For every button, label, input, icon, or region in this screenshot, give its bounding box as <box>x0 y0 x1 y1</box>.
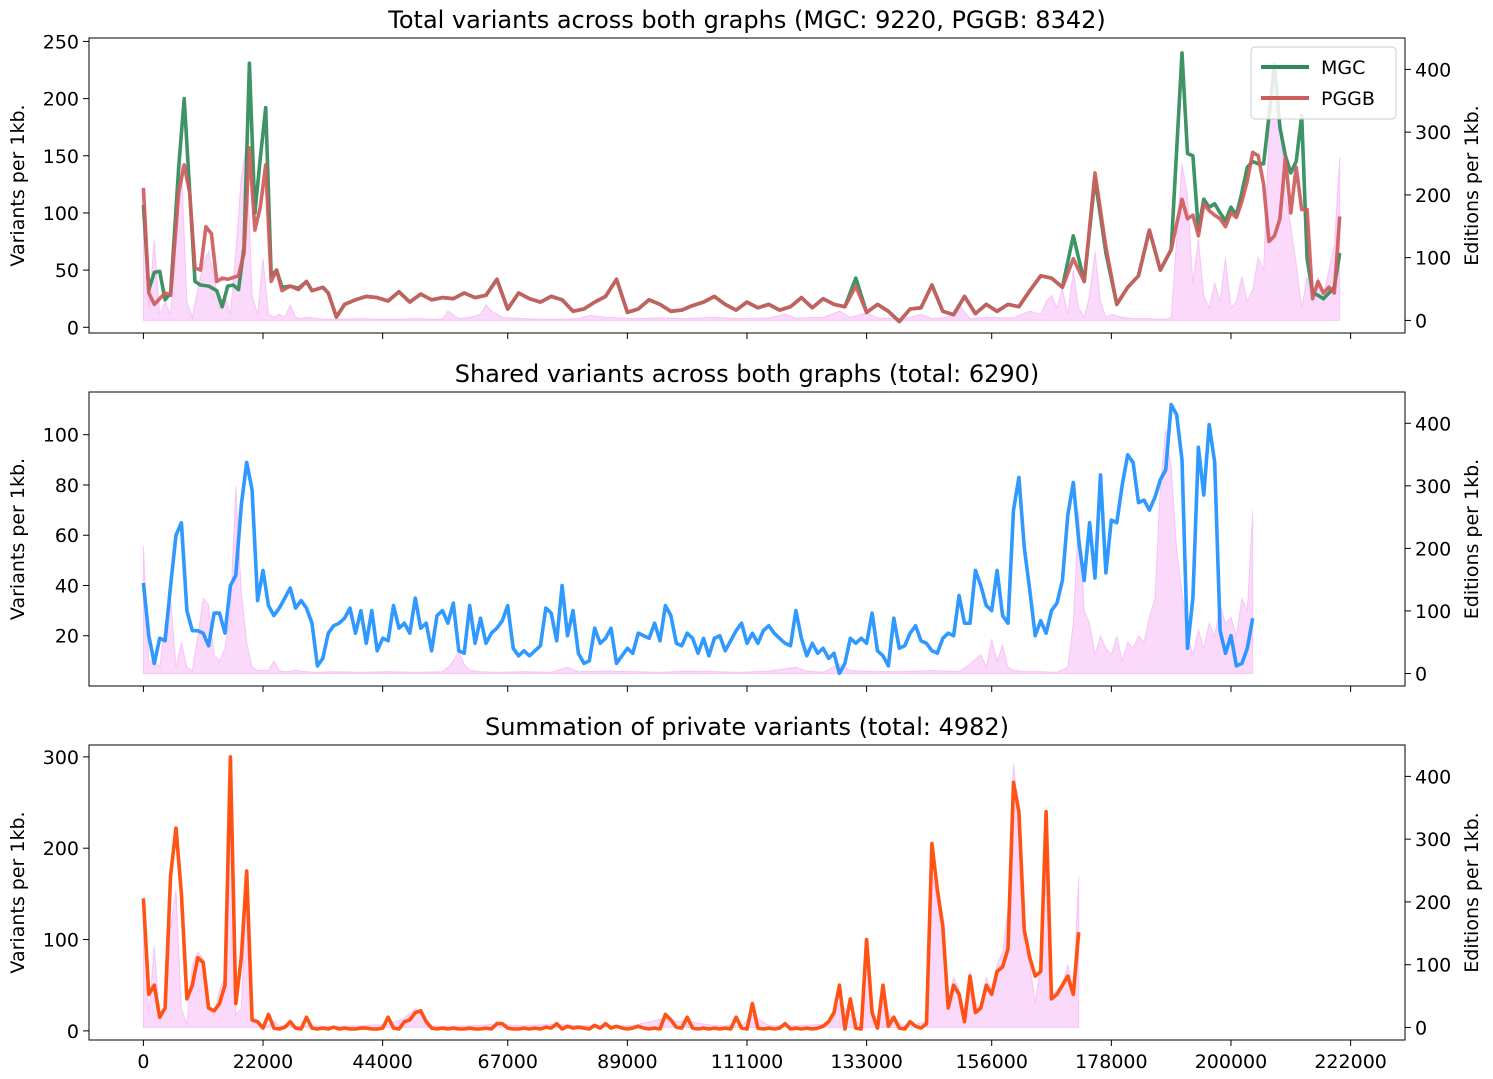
x-tick-label: 222000 <box>1314 1051 1387 1073</box>
y-tick-label: 0 <box>67 1021 79 1043</box>
series-line-mgc <box>141 51 1342 324</box>
x-tick-label: 200000 <box>1195 1051 1268 1073</box>
y2-tick-label: 200 <box>1415 538 1451 560</box>
y2-tick-label: 200 <box>1415 185 1451 207</box>
x-tick-label: 44000 <box>352 1051 412 1073</box>
legend-label-pggb: PGGB <box>1321 88 1375 110</box>
y2-tick-label: 100 <box>1415 955 1451 977</box>
plot-area <box>141 402 1255 676</box>
y2-tick-label: 100 <box>1415 248 1451 270</box>
series-line-variant <box>141 402 1255 676</box>
y2-tick-label: 200 <box>1415 892 1451 914</box>
y-tick-label: 200 <box>43 838 79 860</box>
y2-tick-label: 0 <box>1415 663 1427 685</box>
x-tick-label: 156000 <box>955 1051 1028 1073</box>
legend-label-mgc: MGC <box>1321 57 1365 79</box>
x-tick-label: 89000 <box>597 1051 657 1073</box>
edition-area-series <box>142 429 1254 674</box>
y-tick-label: 80 <box>55 475 79 497</box>
y-tick-label: 150 <box>43 146 79 168</box>
y-tick-label: 300 <box>43 747 79 769</box>
y-tick-label: 20 <box>55 626 79 648</box>
y-tick-label: 0 <box>67 317 79 339</box>
y2-tick-label: 300 <box>1415 122 1451 144</box>
y-tick-label: 100 <box>43 930 79 952</box>
plot-area <box>141 755 1081 1031</box>
chart-title: Shared variants across both graphs (tota… <box>455 360 1040 388</box>
y2-tick-label: 300 <box>1415 476 1451 498</box>
y-tick-label: 250 <box>43 31 79 53</box>
y2-tick-label: 400 <box>1415 59 1451 81</box>
axes-frame <box>88 744 1406 1041</box>
y-axis-label: Variants per 1kb. <box>7 104 29 266</box>
series-line-variant <box>141 755 1081 1031</box>
y-tick-label: 200 <box>43 89 79 111</box>
y2-axis-label: Editions per 1kb. <box>1461 459 1483 619</box>
chart-title: Summation of private variants (total: 49… <box>485 713 1009 741</box>
legend: MGC PGGB <box>1250 46 1397 120</box>
x-tick-label: 22000 <box>233 1051 293 1073</box>
x-tick-label: 67000 <box>478 1051 538 1073</box>
y2-tick-label: 400 <box>1415 766 1451 788</box>
y2-tick-label: 0 <box>1415 1017 1427 1039</box>
y2-tick-label: 300 <box>1415 829 1451 851</box>
y-axis-label: Variants per 1kb. <box>7 458 29 620</box>
y2-axis-label: Editions per 1kb. <box>1461 812 1483 972</box>
y-tick-label: 100 <box>43 203 79 225</box>
x-tick-label: 0 <box>137 1051 149 1073</box>
chart-title: Total variants across both graphs (MGC: … <box>387 6 1105 34</box>
x-tick-label: 111000 <box>711 1051 784 1073</box>
chart-panel-1: Total variants across both graphs (MGC: … <box>7 6 1483 339</box>
y2-tick-label: 100 <box>1415 601 1451 623</box>
x-tick-label: 178000 <box>1075 1051 1148 1073</box>
chart-panel-3: Summation of private variants (total: 49… <box>7 713 1483 1073</box>
y-tick-label: 100 <box>43 425 79 447</box>
y2-tick-label: 0 <box>1415 310 1427 332</box>
y-axis-label: Variants per 1kb. <box>7 811 29 973</box>
y2-axis-label: Editions per 1kb. <box>1461 105 1483 265</box>
plot-area <box>141 51 1342 324</box>
y-tick-label: 40 <box>55 575 79 597</box>
x-tick-label: 133000 <box>830 1051 903 1073</box>
series-line-pggb <box>141 146 1342 324</box>
y2-tick-label: 400 <box>1415 413 1451 435</box>
y-tick-label: 50 <box>55 260 79 282</box>
chart-panel-2: Shared variants across both graphs (tota… <box>7 360 1483 692</box>
edition-area-series <box>142 81 1341 321</box>
edition-area-series <box>142 763 1080 1028</box>
y-tick-label: 60 <box>55 525 79 547</box>
